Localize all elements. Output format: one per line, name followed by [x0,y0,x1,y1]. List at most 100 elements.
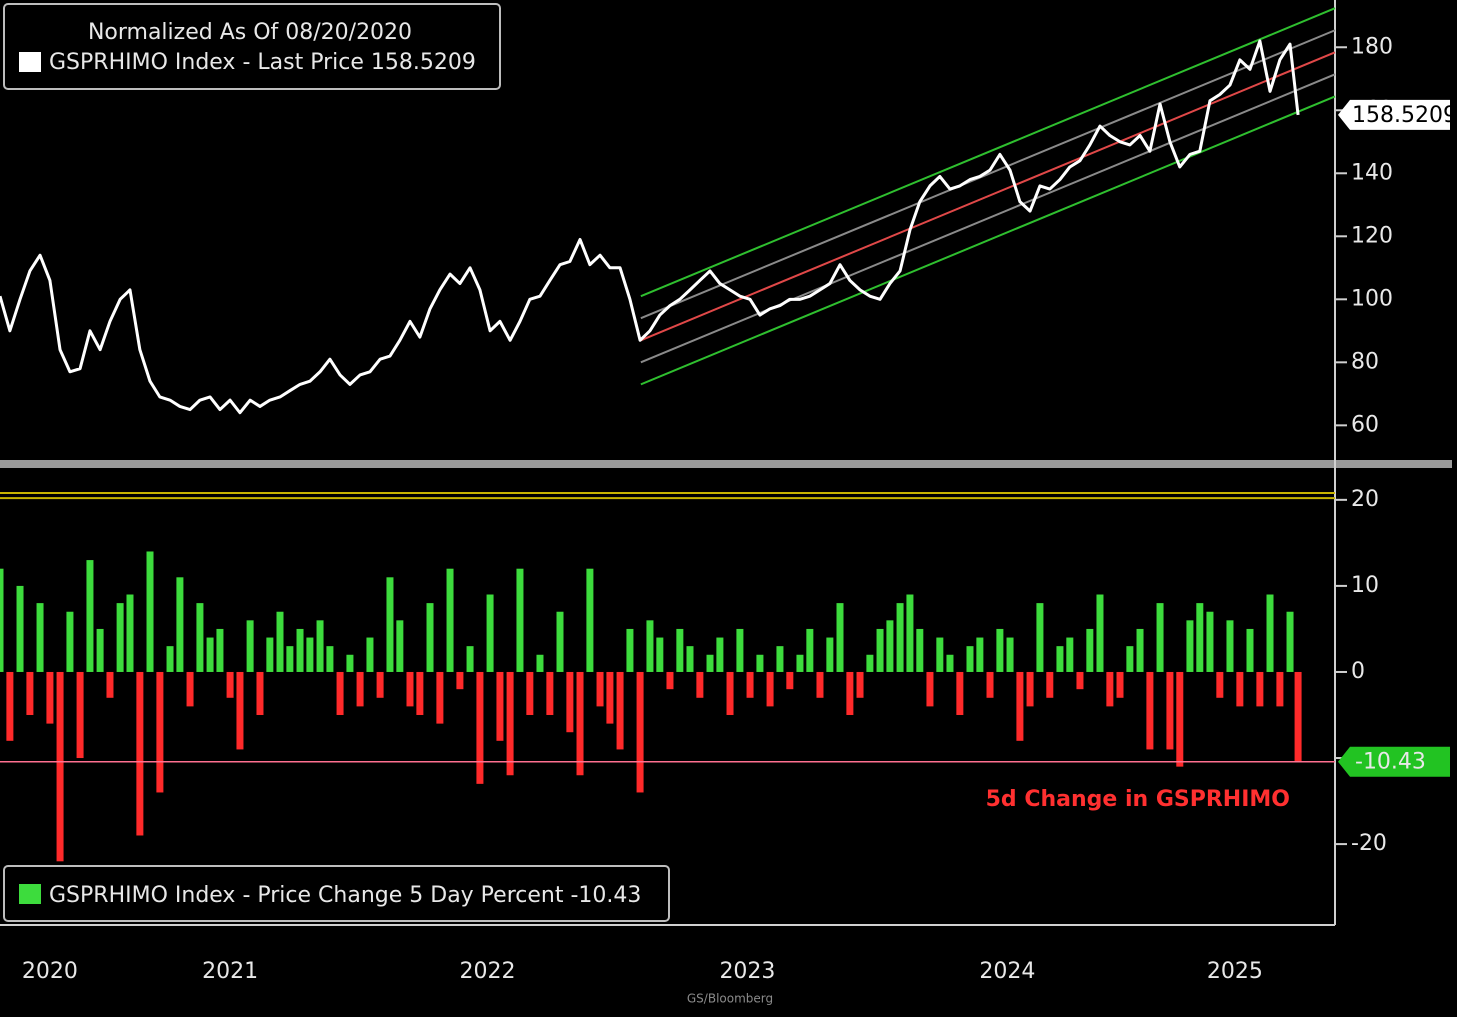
bar [296,628,304,672]
bar [1146,671,1154,750]
y-tick-label: 10 [1351,573,1379,598]
bar [1046,671,1054,698]
bar [326,646,334,672]
last-value-label: -10.43 [1355,750,1426,775]
bar [1106,671,1114,707]
bar [1236,671,1244,707]
bar [906,594,914,672]
bar [346,654,354,672]
legend-box [3,3,501,90]
legend-title: Normalized As Of 08/20/2020 [88,20,412,45]
bar [636,671,644,793]
bar [976,637,984,672]
bar [276,611,284,672]
bar [806,628,814,672]
bar [1056,646,1064,672]
bar [736,628,744,672]
bar [386,577,394,672]
bar [216,628,224,672]
bar [696,671,704,698]
y-tick-label: -20 [1351,831,1387,856]
channel-line [640,51,1336,342]
bar [176,577,184,672]
bar [536,654,544,672]
bar [36,603,44,672]
bar [586,568,594,672]
bar [886,620,894,672]
bar [306,637,314,672]
last-value-label: 158.5209 [1352,103,1457,128]
bar [416,671,424,716]
bar [596,671,604,707]
bar [366,637,374,672]
bar [756,654,764,672]
bar [686,646,694,672]
bar [1166,671,1174,750]
last-value-box [1338,746,1450,777]
bar [566,671,574,733]
legend-box [3,865,670,922]
bar [746,671,754,698]
bar [1176,671,1184,767]
bar [1076,671,1084,690]
bar [1216,671,1224,698]
bar [1086,628,1094,672]
bar [896,603,904,672]
y-tick-label: 140 [1351,160,1393,185]
bar [86,560,94,672]
bar [656,637,664,672]
bar [246,620,254,672]
bar [6,671,14,741]
bar [1116,671,1124,698]
bar [156,671,164,793]
bar [846,671,854,716]
bar [926,671,934,707]
bar [476,671,484,784]
bar [206,637,214,672]
y-tick-label: 80 [1351,349,1379,374]
bar [106,671,114,698]
bar [66,611,74,672]
bar [616,671,624,750]
x-tick-label: 2020 [22,959,78,984]
marks: 6080100120140160180158.5209-20-100102020… [0,7,1457,984]
bar [966,646,974,672]
panel-divider [0,460,1452,468]
bar [456,671,464,690]
bar [1006,637,1014,672]
legend-swatch [19,52,41,72]
bar [186,671,194,707]
bar [236,671,244,750]
bar [646,620,654,672]
legend-entry: GSPRHIMO Index - Last Price 158.5209 [49,50,476,75]
y-tick-label: 120 [1351,223,1393,248]
x-tick-label: 2022 [459,959,515,984]
bar [1266,594,1274,672]
price-line [0,39,1300,415]
bar [606,671,614,724]
channel-line [640,29,1336,320]
bar [1294,671,1302,762]
bar [726,671,734,716]
bar [76,671,84,759]
bar [436,671,444,724]
bar [266,637,274,672]
bar [486,594,494,672]
bar [1066,637,1074,672]
bar [776,646,784,672]
bar [426,603,434,672]
bar [446,568,454,672]
bar [556,611,564,672]
bar [786,671,794,690]
bar [946,654,954,672]
y-tick-label: 60 [1351,412,1379,437]
bar [136,671,144,836]
bar [146,551,154,672]
bar [286,646,294,672]
bar [356,671,364,707]
bar [826,637,834,672]
legend-entry: GSPRHIMO Index - Price Change 5 Day Perc… [49,883,641,908]
bar [936,637,944,672]
x-tick-label: 2024 [979,959,1035,984]
bar [956,671,964,716]
